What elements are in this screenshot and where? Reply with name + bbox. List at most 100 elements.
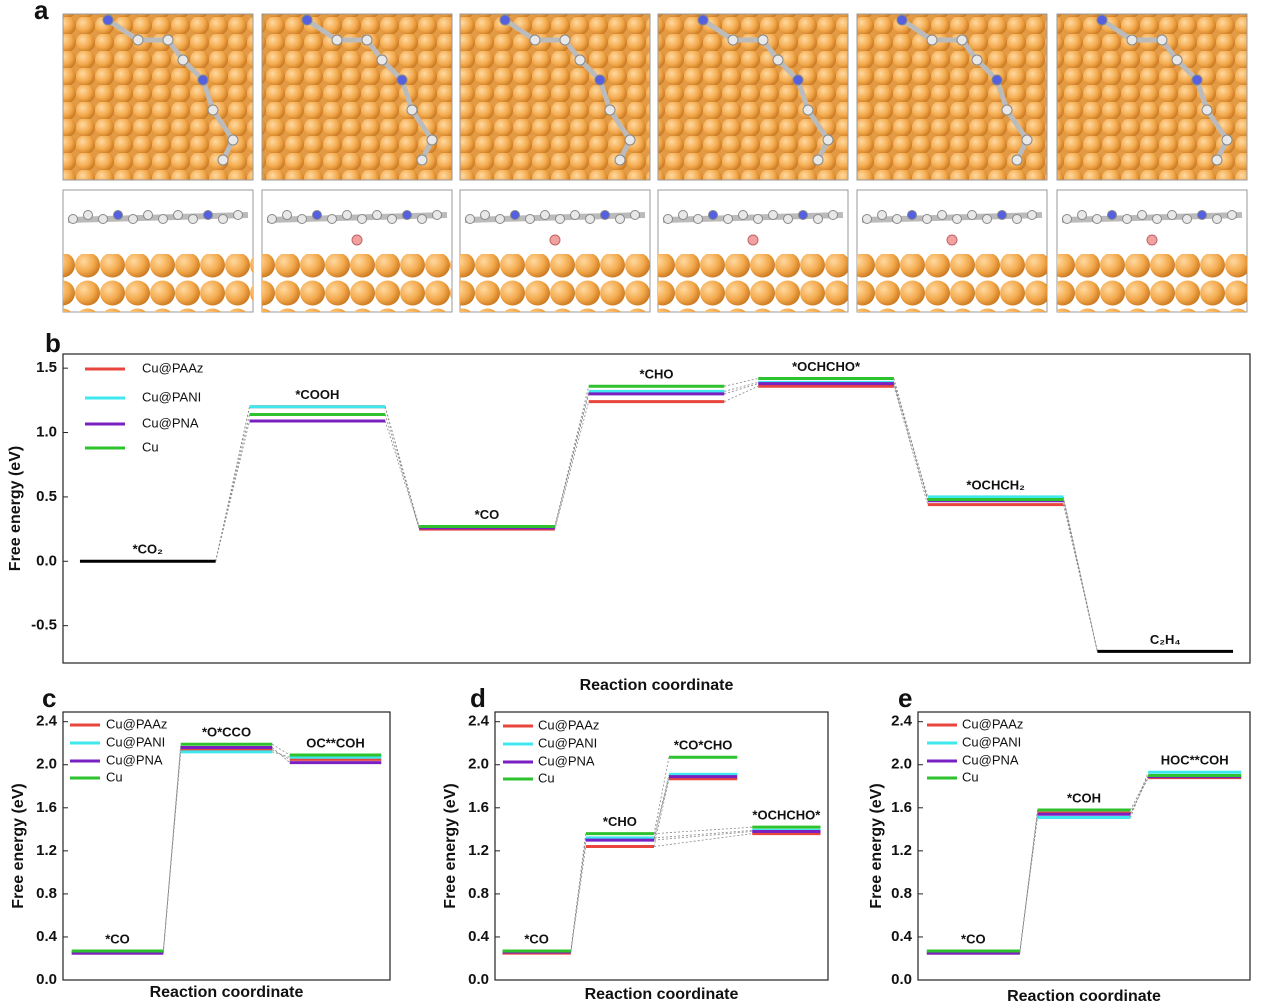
connector xyxy=(1063,499,1098,652)
step-label: *O*CCO xyxy=(202,725,251,740)
atom xyxy=(877,210,887,220)
y-tick-label: 1.2 xyxy=(468,842,489,859)
atom xyxy=(1122,214,1132,224)
y-tick-label: 0.0 xyxy=(468,971,489,988)
step-label: *CO xyxy=(105,931,130,946)
atom xyxy=(697,14,709,26)
legend-label: Cu xyxy=(106,769,123,784)
side-view xyxy=(658,254,848,312)
atom xyxy=(525,214,535,224)
atom xyxy=(1062,214,1072,224)
atom xyxy=(207,104,219,116)
adsorbate xyxy=(1146,234,1158,246)
atom xyxy=(1012,214,1022,224)
legend-label: Cu xyxy=(538,770,555,785)
atom xyxy=(1137,210,1147,220)
panel-label: e xyxy=(898,683,912,713)
atom xyxy=(997,210,1007,220)
atom xyxy=(727,34,739,46)
atom xyxy=(372,210,382,220)
plot-frame xyxy=(917,711,1251,981)
atom xyxy=(218,214,228,224)
x-axis-title: Reaction coordinate xyxy=(580,677,734,694)
legend-label: Cu@PAAz xyxy=(142,360,203,375)
atom xyxy=(952,214,962,224)
legend-label: Cu xyxy=(142,439,159,454)
step-label: OC**COH xyxy=(306,735,365,750)
atom xyxy=(812,154,824,166)
step-label: *OCHCH₂ xyxy=(966,477,1025,492)
atom xyxy=(416,154,428,166)
atom xyxy=(1171,54,1183,66)
atom xyxy=(1077,210,1087,220)
molecule-side xyxy=(1061,212,1243,223)
panel-label: d xyxy=(470,683,486,713)
atom xyxy=(792,74,804,86)
atom xyxy=(1167,210,1177,220)
connector xyxy=(384,406,420,527)
y-tick-label: 1.2 xyxy=(36,842,57,859)
atom xyxy=(1001,104,1013,116)
legend-label: Cu@PNA xyxy=(538,753,595,768)
step-label: *CO xyxy=(524,931,549,946)
y-tick-label: -0.5 xyxy=(31,617,57,634)
connector xyxy=(272,751,290,758)
side-view xyxy=(1057,254,1247,312)
step-label: *CHO xyxy=(603,814,637,829)
panel-label: c xyxy=(42,683,56,713)
connector xyxy=(653,776,670,841)
connector xyxy=(554,391,590,527)
molecule-side xyxy=(266,212,448,223)
atom xyxy=(233,210,243,220)
atom xyxy=(1212,214,1222,224)
atom xyxy=(83,210,93,220)
atom xyxy=(630,210,640,220)
atom xyxy=(663,214,673,224)
atom xyxy=(1152,214,1162,224)
y-tick-label: 0.0 xyxy=(36,552,57,569)
atom xyxy=(177,54,189,66)
connector xyxy=(724,383,759,395)
atom xyxy=(693,214,703,224)
connector xyxy=(215,414,250,562)
atom xyxy=(723,214,733,224)
connector xyxy=(215,406,250,562)
atom xyxy=(162,34,174,46)
atom xyxy=(862,214,872,224)
atom xyxy=(406,104,418,116)
step-label: *CO*CHO xyxy=(674,738,733,753)
connector xyxy=(554,393,590,528)
connector xyxy=(893,383,929,501)
atom xyxy=(559,34,571,46)
adsorbate xyxy=(549,234,561,246)
y-tick-label: 1.6 xyxy=(36,799,57,816)
x-axis-title: Reaction coordinate xyxy=(585,986,739,1003)
atom xyxy=(217,154,229,166)
atom xyxy=(128,214,138,224)
y-tick-label: 0.8 xyxy=(36,885,57,902)
atom xyxy=(499,14,511,26)
connector xyxy=(893,386,929,505)
atom xyxy=(615,214,625,224)
atom xyxy=(772,54,784,66)
molecule-side xyxy=(662,212,844,223)
connector xyxy=(272,747,290,763)
connector xyxy=(162,744,182,951)
atom xyxy=(227,134,239,146)
atom xyxy=(1191,74,1203,86)
y-tick-label: 0.0 xyxy=(36,971,57,988)
atom xyxy=(1011,154,1023,166)
atom xyxy=(570,210,580,220)
atom xyxy=(1182,214,1192,224)
atom xyxy=(892,214,902,224)
y-tick-label: 0.4 xyxy=(891,928,913,945)
step-label: C₂H₄ xyxy=(1150,632,1181,647)
atom xyxy=(331,34,343,46)
connector xyxy=(653,757,670,834)
atom xyxy=(510,210,520,220)
atom xyxy=(1221,134,1233,146)
panel-label: a xyxy=(34,0,49,25)
atom xyxy=(907,210,917,220)
y-tick-label: 1.6 xyxy=(891,799,912,816)
